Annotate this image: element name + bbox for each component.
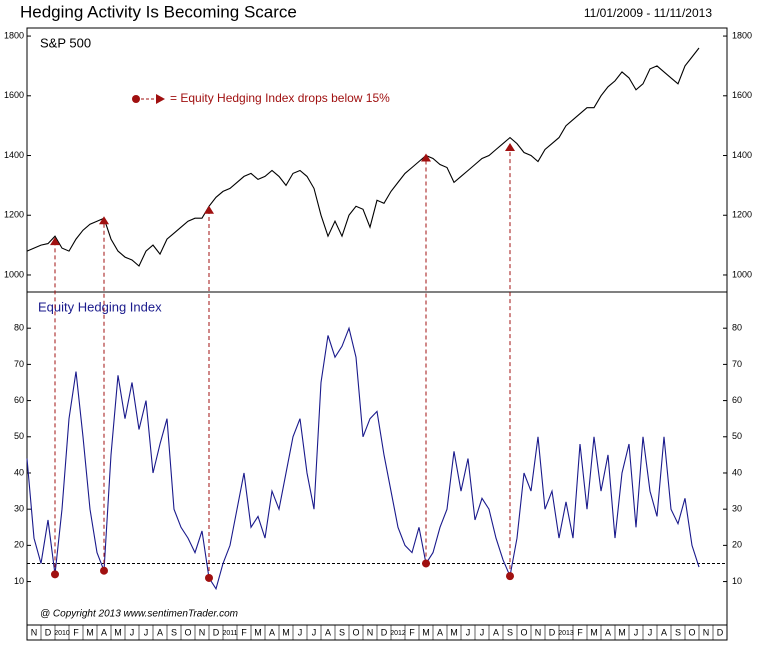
signal-dot bbox=[100, 566, 108, 575]
x-tick-label: A bbox=[325, 627, 331, 637]
y-tick-label-right: 40 bbox=[732, 467, 742, 477]
x-tick-label: M bbox=[282, 627, 290, 637]
x-tick-label: F bbox=[577, 627, 583, 637]
x-tick-label: A bbox=[493, 627, 499, 637]
x-tick-label: J bbox=[466, 627, 471, 637]
x-tick-label: S bbox=[339, 627, 345, 637]
signal-triangle bbox=[204, 205, 214, 214]
x-tick-label: O bbox=[688, 627, 695, 637]
y-tick-label: 80 bbox=[14, 323, 24, 333]
date-range: 11/01/2009 - 11/11/2013 bbox=[584, 6, 712, 20]
x-tick-label: F bbox=[241, 627, 247, 637]
y-tick-label-right: 1400 bbox=[732, 150, 752, 160]
x-tick-label: N bbox=[199, 627, 206, 637]
y-tick-label-right: 1600 bbox=[732, 90, 752, 100]
y-tick-label: 1400 bbox=[4, 150, 24, 160]
y-tick-label: 1600 bbox=[4, 90, 24, 100]
x-tick-label: M bbox=[254, 627, 262, 637]
x-tick-label: M bbox=[450, 627, 458, 637]
y-tick-label-right: 1800 bbox=[732, 30, 752, 40]
x-tick-label: S bbox=[675, 627, 681, 637]
y-tick-label-right: 60 bbox=[732, 395, 742, 405]
x-tick-label: J bbox=[144, 627, 149, 637]
y-tick-label-right: 1200 bbox=[732, 210, 752, 220]
plot-frame bbox=[26, 27, 728, 641]
x-tick-label: 2010 bbox=[54, 630, 70, 637]
x-tick-label: N bbox=[367, 627, 374, 637]
x-tick-label: J bbox=[634, 627, 639, 637]
x-tick-label: D bbox=[45, 627, 52, 637]
x-tick-label: A bbox=[605, 627, 611, 637]
x-tick-label: A bbox=[269, 627, 275, 637]
signal-triangle bbox=[421, 153, 431, 162]
legend-dot bbox=[132, 95, 140, 103]
page-title: Hedging Activity Is Becoming Scarce bbox=[20, 2, 297, 21]
y-tick-label-right: 10 bbox=[732, 576, 742, 586]
signal-dot bbox=[51, 570, 59, 579]
x-tick-label: A bbox=[101, 627, 107, 637]
y-tick-label: 70 bbox=[14, 359, 24, 369]
y-tick-label: 60 bbox=[14, 395, 24, 405]
x-tick-label: N bbox=[535, 627, 542, 637]
x-tick-label: F bbox=[409, 627, 415, 637]
y-tick-label-right: 70 bbox=[732, 359, 742, 369]
x-tick-label: N bbox=[31, 627, 38, 637]
x-tick-label: O bbox=[352, 627, 359, 637]
y-tick-label: 1000 bbox=[4, 269, 24, 279]
y-tick-label: 30 bbox=[14, 504, 24, 514]
x-tick-label: F bbox=[73, 627, 79, 637]
x-tick-label: 2011 bbox=[222, 630, 237, 637]
y-tick-label-right: 30 bbox=[732, 504, 742, 514]
x-tick-label: A bbox=[437, 627, 443, 637]
x-tick-label: J bbox=[312, 627, 317, 637]
x-tick-label: D bbox=[717, 627, 724, 637]
x-tick-label: D bbox=[213, 627, 220, 637]
panel-label: S&P 500 bbox=[40, 35, 91, 50]
x-tick-label: S bbox=[507, 627, 513, 637]
signal-dot bbox=[422, 559, 430, 568]
series-line bbox=[26, 326, 700, 591]
y-tick-label-right: 50 bbox=[732, 431, 742, 441]
x-tick-label: M bbox=[86, 627, 94, 637]
x-tick-label: M bbox=[590, 627, 598, 637]
signal-dot bbox=[506, 572, 514, 581]
signal-dot bbox=[205, 573, 213, 582]
x-tick-label: S bbox=[171, 627, 177, 637]
signal-triangle bbox=[50, 237, 60, 246]
legend-text: = Equity Hedging Index drops below 15% bbox=[170, 91, 390, 105]
x-tick-label: D bbox=[381, 627, 388, 637]
x-tick-label: O bbox=[520, 627, 527, 637]
x-tick-label: D bbox=[549, 627, 556, 637]
x-tick-label: J bbox=[648, 627, 653, 637]
x-tick-label: A bbox=[157, 627, 163, 637]
signal-triangle bbox=[99, 216, 109, 225]
x-tick-label: 2013 bbox=[558, 630, 574, 637]
x-tick-label: M bbox=[618, 627, 626, 637]
y-tick-label: 10 bbox=[14, 576, 24, 586]
x-tick-label: M bbox=[422, 627, 430, 637]
y-tick-label-right: 1000 bbox=[732, 269, 752, 279]
signal-triangle bbox=[505, 143, 515, 152]
x-tick-label: N bbox=[703, 627, 710, 637]
y-tick-label: 1800 bbox=[4, 30, 24, 40]
copyright: @ Copyright 2013 www.sentimenTrader.com bbox=[40, 609, 238, 620]
x-tick-label: J bbox=[298, 627, 303, 637]
y-tick-label: 50 bbox=[14, 431, 24, 441]
y-tick-label-right: 80 bbox=[732, 323, 742, 333]
x-tick-label: M bbox=[114, 627, 122, 637]
y-tick-label: 20 bbox=[14, 540, 24, 550]
x-tick-label: A bbox=[661, 627, 667, 637]
y-tick-label-right: 20 bbox=[732, 540, 742, 550]
x-tick-label: J bbox=[130, 627, 135, 637]
x-tick-label: 2012 bbox=[390, 630, 406, 637]
panel-label: Equity Hedging Index bbox=[38, 299, 162, 314]
x-tick-label: J bbox=[480, 627, 485, 637]
y-tick-label: 1200 bbox=[4, 210, 24, 220]
legend-arrow-head bbox=[156, 94, 165, 104]
x-tick-label: O bbox=[184, 627, 191, 637]
series-line bbox=[26, 47, 700, 267]
y-tick-label: 40 bbox=[14, 467, 24, 477]
